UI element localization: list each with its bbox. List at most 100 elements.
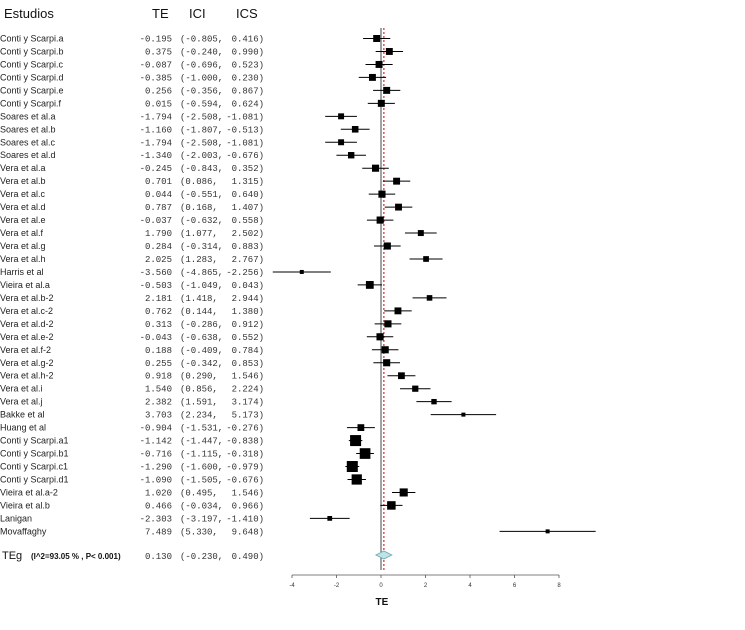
study-row: Vera et al.a -0.245 (-0.843, 0.352) [0, 163, 264, 174]
study-ucs: 2.224) [232, 385, 264, 395]
study-lci: (-0.356, [180, 86, 223, 96]
point-estimate [383, 359, 391, 367]
summary-stats: (I^2=93.05 % , P< 0.001) [31, 552, 121, 561]
study-ucs: 0.352) [232, 164, 264, 174]
study-row: Vera et al.h 2.025 (1.283, 2.767) [0, 254, 264, 265]
x-tick-label: -2 [334, 583, 340, 589]
study-ucs: 1.546) [232, 372, 264, 382]
study-ucs: 1.546) [232, 488, 264, 498]
study-row: Harris et al -3.560 (-4.865, -2.256) [0, 267, 264, 278]
study-ucs: 5.173) [232, 411, 264, 421]
study-te: 0.284 [145, 242, 172, 252]
study-row: Bakke et al 3.703 (2.234, 5.173) [0, 410, 264, 421]
point-estimate [368, 73, 376, 81]
study-lci: (-0.843, [180, 164, 223, 174]
study-lci: (5.330, [180, 527, 218, 537]
study-lci: (-0.805, [180, 35, 223, 45]
study-te: 0.015 [145, 99, 172, 109]
study-row: Vera et al.e -0.037 (-0.632, 0.558) [0, 215, 264, 226]
point-estimate [384, 320, 392, 328]
point-estimate [461, 412, 466, 417]
study-row: Vera et al.d-2 0.313 (-0.286, 0.912) [0, 319, 264, 330]
study-te: -1.794 [140, 112, 172, 122]
point-estimate [373, 35, 381, 42]
point-estimate [423, 256, 429, 262]
study-ucs: -0.513) [226, 125, 264, 135]
study-row: Conti y Scarpi.c1 -1.290 (-1.600, -0.979) [0, 462, 264, 473]
study-lci: (-0.594, [180, 99, 223, 109]
study-lci: (-0.638, [180, 333, 223, 343]
study-name: Movaffaghy [0, 526, 47, 536]
study-ucs: 3.174) [232, 398, 264, 408]
study-te: 0.701 [145, 177, 172, 187]
study-te: -0.037 [140, 216, 172, 226]
study-name: Vera et al.h [0, 254, 46, 264]
study-ucs: -2.256) [226, 268, 264, 278]
study-ucs: -1.410) [226, 514, 264, 524]
study-row: Conti y Scarpi.e 0.256 (-0.356, 0.867) [0, 85, 264, 96]
x-axis: -4 -2 0 2 4 6 8 TE [289, 574, 561, 608]
study-lci: (0.856, [180, 385, 218, 395]
point-estimate [375, 60, 383, 68]
study-te: 0.313 [145, 320, 172, 330]
study-name: Lanigan [0, 513, 32, 523]
point-estimate [395, 203, 402, 211]
study-name: Vera et al.c-2 [0, 306, 53, 316]
study-te: 1.020 [145, 488, 172, 498]
point-estimate [399, 488, 408, 497]
x-tick-label: 4 [468, 583, 472, 589]
study-name: Soares et al.d [0, 150, 56, 160]
study-ucs: 0.416) [232, 35, 264, 45]
study-row: Vieira et al.a -0.503 (-1.049, 0.043) [0, 280, 264, 291]
study-row: Soares et al.a -1.794 (-2.508, -1.081) [0, 111, 264, 122]
study-name: Conti y Scarpi.d1 [0, 474, 69, 484]
study-row: Soares et al.d -1.340 (-2.003, -0.676) [0, 150, 264, 161]
study-te: -0.087 [140, 60, 172, 70]
study-lci: (2.234, [180, 411, 218, 421]
column-headers: Estudios TE ICI ICS [4, 6, 258, 21]
study-lci: (-0.286, [180, 320, 223, 330]
study-te: -3.560 [140, 268, 172, 278]
header-study: Estudios [4, 6, 54, 21]
study-name: Vera et al.g-2 [0, 358, 54, 368]
header-lci: ICI [189, 6, 206, 21]
study-te: 0.256 [145, 86, 172, 96]
study-row: Vieira et al.a-2 1.020 (0.495, 1.546) [0, 487, 264, 498]
point-estimate [338, 139, 345, 146]
study-row: Huang et al -0.904 (-1.531, -0.276) [0, 423, 264, 434]
study-te: 0.044 [145, 190, 172, 200]
study-row: Conti y Scarpi.f 0.015 (-0.594, 0.624) [0, 98, 264, 109]
study-ucs: -0.676) [226, 151, 264, 161]
summary-diamond [374, 550, 393, 560]
study-te: -1.340 [140, 151, 172, 161]
study-ucs: 1.407) [232, 203, 264, 213]
study-lci: (1.077, [180, 229, 218, 239]
study-row: Conti y Scarpi.d -0.385 (-1.000, 0.230) [0, 72, 264, 83]
point-estimate [412, 385, 419, 392]
study-ucs: 0.784) [232, 346, 264, 356]
study-row: Conti y Scarpi.a -0.195 (-0.805, 0.416) [0, 34, 264, 45]
point-estimate [350, 435, 362, 447]
point-estimate [357, 424, 365, 431]
study-te: -0.245 [140, 164, 172, 174]
summary-row: TEg (I^2=93.05 % , P< 0.001) 0.130 (-0.230,… [2, 550, 264, 562]
study-te: -0.043 [140, 333, 172, 343]
study-te: 2.025 [145, 255, 172, 265]
point-estimate [398, 372, 405, 380]
study-lci: (0.168, [180, 203, 218, 213]
study-te: 0.375 [145, 47, 172, 57]
study-name: Conti y Scarpi.b1 [0, 449, 69, 459]
study-name: Vera et al.i [0, 384, 43, 394]
study-lci: (-1.049, [180, 281, 223, 291]
study-te: 7.489 [145, 527, 172, 537]
study-row: Vera et al.e-2 -0.043 (-0.638, 0.552) [0, 332, 264, 343]
study-row: Vera et al.i 1.540 (0.856, 2.224) [0, 384, 264, 395]
study-lci: (-1.531, [180, 424, 223, 434]
study-ucs: 0.966) [232, 501, 264, 511]
study-ucs: 0.523) [232, 60, 264, 70]
point-estimate [393, 177, 401, 185]
point-estimate [371, 164, 380, 172]
point-estimate [378, 190, 386, 198]
study-lci: (-2.508, [180, 138, 223, 148]
study-te: -0.385 [140, 73, 172, 83]
